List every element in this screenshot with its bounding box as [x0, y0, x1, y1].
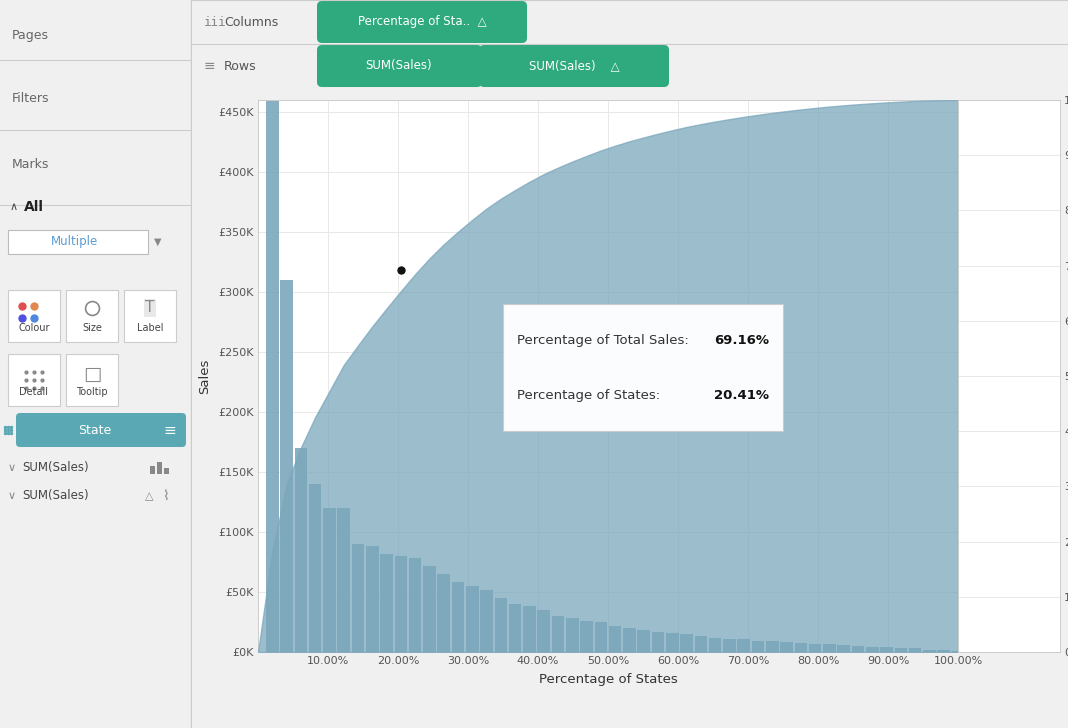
Bar — [309, 484, 321, 652]
Text: Pages: Pages — [12, 28, 49, 41]
FancyBboxPatch shape — [7, 230, 148, 254]
Bar — [923, 649, 936, 652]
Bar — [823, 644, 836, 652]
FancyBboxPatch shape — [16, 413, 186, 447]
Bar — [280, 280, 293, 652]
Bar — [508, 604, 521, 652]
Bar — [766, 641, 779, 652]
Text: ▼: ▼ — [154, 237, 161, 247]
Text: Marks: Marks — [12, 159, 49, 172]
Bar — [680, 634, 693, 652]
Bar — [380, 553, 393, 652]
Bar — [866, 646, 879, 652]
Text: Rows: Rows — [224, 60, 256, 73]
Text: SUM(Sales): SUM(Sales) — [22, 489, 89, 502]
Bar — [694, 636, 707, 652]
Text: iii: iii — [204, 15, 226, 28]
Bar — [324, 508, 335, 652]
Bar — [438, 574, 450, 652]
FancyBboxPatch shape — [124, 290, 176, 342]
Bar — [737, 639, 750, 652]
Bar — [423, 566, 436, 652]
Text: Percentage of Total Sales:: Percentage of Total Sales: — [517, 333, 689, 347]
FancyBboxPatch shape — [66, 290, 117, 342]
Bar — [595, 622, 607, 652]
Text: 20.41%: 20.41% — [714, 389, 769, 402]
Bar — [295, 448, 308, 652]
Bar — [623, 628, 635, 652]
Bar — [808, 644, 821, 652]
Bar — [909, 649, 922, 652]
Bar — [164, 468, 169, 474]
Text: All: All — [23, 200, 44, 214]
Text: 69.16%: 69.16% — [714, 333, 769, 347]
Bar — [666, 633, 678, 652]
Bar — [651, 632, 664, 652]
Bar — [795, 643, 807, 652]
Bar — [481, 590, 492, 652]
Text: SUM(Sales): SUM(Sales) — [365, 60, 433, 73]
Text: Filters: Filters — [12, 92, 49, 105]
Text: Label: Label — [137, 323, 163, 333]
Bar — [880, 647, 893, 652]
Text: Percentage of States:: Percentage of States: — [517, 389, 660, 402]
Text: ≡: ≡ — [204, 59, 216, 73]
FancyBboxPatch shape — [480, 45, 669, 87]
Text: ⌇: ⌇ — [163, 489, 170, 503]
Bar — [366, 547, 378, 652]
Text: Detail: Detail — [19, 387, 48, 397]
Bar — [150, 466, 155, 474]
Bar — [952, 651, 964, 652]
Y-axis label: Sales: Sales — [199, 358, 211, 394]
Text: Percentage of Sta..  △: Percentage of Sta.. △ — [358, 15, 486, 28]
Bar — [638, 630, 650, 652]
Bar — [781, 642, 792, 652]
Text: △: △ — [145, 491, 154, 501]
Text: Colour: Colour — [18, 323, 50, 333]
FancyBboxPatch shape — [317, 45, 482, 87]
Text: Size: Size — [82, 323, 101, 333]
FancyBboxPatch shape — [7, 354, 60, 406]
Bar — [337, 508, 350, 652]
Text: State: State — [78, 424, 112, 437]
Text: Columns: Columns — [224, 15, 279, 28]
FancyBboxPatch shape — [317, 1, 527, 43]
Bar — [466, 586, 478, 652]
X-axis label: Percentage of States: Percentage of States — [538, 673, 677, 686]
Bar — [157, 462, 162, 474]
Text: SUM(Sales): SUM(Sales) — [22, 462, 89, 475]
Bar — [609, 625, 622, 652]
Bar — [580, 621, 593, 652]
Bar — [709, 638, 721, 652]
Text: SUM(Sales)    △: SUM(Sales) △ — [529, 60, 619, 73]
Bar — [851, 646, 864, 652]
FancyBboxPatch shape — [503, 304, 783, 431]
FancyBboxPatch shape — [7, 290, 60, 342]
Bar — [494, 598, 507, 652]
Bar — [452, 582, 465, 652]
Bar — [752, 641, 765, 652]
Text: ≡: ≡ — [163, 422, 176, 438]
Text: ∨: ∨ — [7, 491, 16, 501]
Text: Tooltip: Tooltip — [76, 387, 108, 397]
Text: T: T — [145, 301, 155, 315]
Bar — [523, 606, 536, 652]
Text: Multiple: Multiple — [51, 235, 98, 248]
Text: ∧: ∧ — [10, 202, 18, 212]
FancyBboxPatch shape — [66, 354, 117, 406]
Bar — [537, 610, 550, 652]
Bar — [552, 616, 564, 652]
Bar — [266, 100, 279, 652]
Bar — [723, 638, 736, 652]
Bar — [566, 618, 579, 652]
Bar — [394, 556, 407, 652]
Bar — [938, 650, 951, 652]
Text: □: □ — [83, 365, 101, 384]
Bar — [895, 648, 907, 652]
Bar — [409, 558, 422, 652]
Text: ∨: ∨ — [7, 463, 16, 473]
Bar — [351, 544, 364, 652]
Bar — [837, 646, 850, 652]
